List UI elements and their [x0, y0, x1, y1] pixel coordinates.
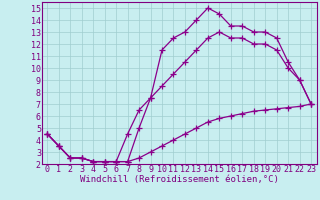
X-axis label: Windchill (Refroidissement éolien,°C): Windchill (Refroidissement éolien,°C): [80, 175, 279, 184]
